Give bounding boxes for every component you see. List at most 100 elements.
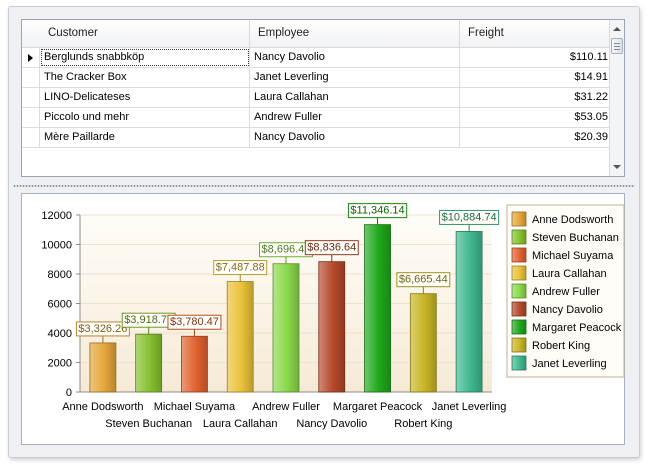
bar[interactable] [272, 263, 300, 393]
legend-swatch [511, 319, 527, 335]
column-header-customer[interactable]: Customer [40, 20, 250, 47]
row-indicator[interactable] [22, 88, 40, 107]
value-label-box [439, 209, 500, 225]
chart-panel: 0 2000 4000 6000 8000 10000 12000 $3,326.26 Anne… [21, 193, 625, 445]
y-tick-label: 2000 [48, 358, 72, 370]
cell-freight[interactable]: $110.11 [569, 51, 608, 63]
cell-freight[interactable]: $31.22 [574, 91, 608, 103]
value-label-box [213, 260, 268, 276]
grid-header: Customer Employee Freight [22, 20, 609, 48]
legend [506, 204, 625, 378]
chevron-up-icon [613, 27, 621, 31]
splitter-handle[interactable] [13, 183, 635, 189]
table-row[interactable]: Piccolo und mehr Andrew Fuller $53.05 [22, 108, 609, 128]
bar[interactable] [181, 335, 208, 393]
value-label-box [167, 314, 222, 330]
column-header-employee[interactable]: Employee [250, 20, 460, 47]
row-indicator[interactable] [22, 128, 40, 147]
value-label: $6,665.44 [399, 274, 448, 286]
value-label-box [396, 272, 451, 288]
table-row[interactable]: The Cracker Box Janet Leverling $14.91 [22, 68, 609, 88]
x-tick-label: Margaret Peacock [333, 401, 423, 413]
legend-item-label: Michael Suyama [532, 250, 614, 262]
scroll-up-button[interactable] [610, 23, 624, 37]
y-tick-label: 12000 [41, 210, 72, 222]
cell-employee[interactable]: Nancy Davolio [250, 128, 460, 147]
x-tick-label: Nancy Davolio [296, 418, 367, 430]
legend-swatch [511, 301, 527, 317]
value-label-box [304, 240, 359, 256]
table-row[interactable]: LINO-Delicateses Laura Callahan $31.22 [22, 88, 609, 108]
grid-body: Berglunds snabbköp Nancy Davolio $110.11 Th… [22, 48, 609, 176]
x-tick-label: Steven Buchanan [105, 418, 192, 430]
x-tick-label: Anne Dodsworth [62, 401, 143, 413]
value-label: $3,780.47 [170, 316, 219, 328]
chevron-down-icon [613, 165, 621, 169]
value-label-box [347, 203, 408, 219]
value-label-box [75, 321, 130, 337]
vertical-scrollbar[interactable] [609, 20, 624, 176]
y-tick-label: 10000 [41, 240, 72, 252]
legend-swatch [511, 229, 527, 245]
cell-employee[interactable]: Nancy Davolio [250, 48, 460, 67]
legend-swatch [511, 355, 527, 371]
legend-item-label: Steven Buchanan [532, 232, 619, 244]
cell-customer[interactable]: Mère Paillarde [40, 128, 250, 147]
legend-swatch [511, 337, 527, 353]
legend-item-label: Robert King [532, 340, 590, 352]
bar[interactable] [318, 261, 346, 393]
data-grid[interactable]: Customer Employee Freight Berglunds snab… [21, 19, 625, 177]
table-row[interactable]: Mère Paillarde Nancy Davolio $20.39 [22, 128, 609, 148]
scroll-down-button[interactable] [610, 160, 624, 174]
cell-customer[interactable]: LINO-Delicateses [40, 88, 250, 107]
bar[interactable] [409, 293, 437, 393]
legend-item-label: Nancy Davolio [532, 304, 603, 316]
cell-freight[interactable]: $53.05 [574, 111, 608, 123]
row-indicator[interactable] [22, 48, 40, 67]
value-label: $8,836.64 [307, 242, 356, 254]
bar[interactable] [89, 342, 117, 393]
x-tick-label: Robert King [394, 418, 452, 430]
x-tick-label: Michael Suyama [154, 401, 236, 413]
legend-item-label: Laura Callahan [532, 268, 607, 280]
row-indicator[interactable] [22, 108, 40, 127]
cell-employee[interactable]: Janet Leverling [250, 68, 460, 87]
bar[interactable] [455, 231, 483, 393]
value-label: $10,884.74 [442, 211, 497, 223]
cell-customer[interactable]: Piccolo und mehr [40, 108, 250, 127]
x-tick-label: Andrew Fuller [252, 401, 320, 413]
cell-freight[interactable]: $14.91 [574, 71, 608, 83]
cell-customer[interactable]: The Cracker Box [40, 68, 250, 87]
table-row[interactable]: Berglunds snabbköp Nancy Davolio $110.11 [22, 48, 609, 68]
y-tick-label: 8000 [48, 269, 72, 281]
legend-item-label: Margaret Peacock [532, 322, 622, 334]
legend-swatch [511, 265, 527, 281]
value-label: $8,696.41 [262, 244, 311, 256]
legend-swatch [511, 211, 527, 227]
y-tick-label: 0 [66, 387, 72, 399]
value-label: $3,326.26 [78, 323, 127, 335]
value-label: $3,918.71 [124, 314, 173, 326]
scroll-thumb[interactable] [611, 38, 623, 54]
legend-item-label: Janet Leverling [532, 358, 607, 370]
legend-item-label: Anne Dodsworth [532, 214, 613, 226]
legend-swatch [511, 283, 527, 299]
y-tick-label: 4000 [48, 328, 72, 340]
cell-freight[interactable]: $20.39 [574, 131, 608, 143]
row-indicator[interactable] [22, 68, 40, 87]
value-label: $11,346.14 [350, 205, 404, 217]
bar[interactable] [135, 333, 163, 393]
bar-chart: 0 2000 4000 6000 8000 10000 12000 $3,326.26 Anne… [41, 203, 625, 430]
bar[interactable] [364, 224, 391, 393]
cell-employee[interactable]: Laura Callahan [250, 88, 460, 107]
column-header-freight[interactable]: Freight [468, 27, 504, 39]
cell-customer[interactable]: Berglunds snabbköp [40, 48, 250, 67]
x-tick-label: Laura Callahan [203, 418, 278, 430]
value-label: $7,487.88 [216, 262, 265, 274]
cell-employee[interactable]: Andrew Fuller [250, 108, 460, 127]
bar[interactable] [226, 281, 254, 393]
current-row-arrow-icon [28, 54, 33, 62]
app-window: Customer Employee Freight Berglunds snab… [8, 6, 640, 458]
x-tick-label: Janet Leverling [432, 401, 507, 413]
legend-swatch [511, 247, 527, 263]
